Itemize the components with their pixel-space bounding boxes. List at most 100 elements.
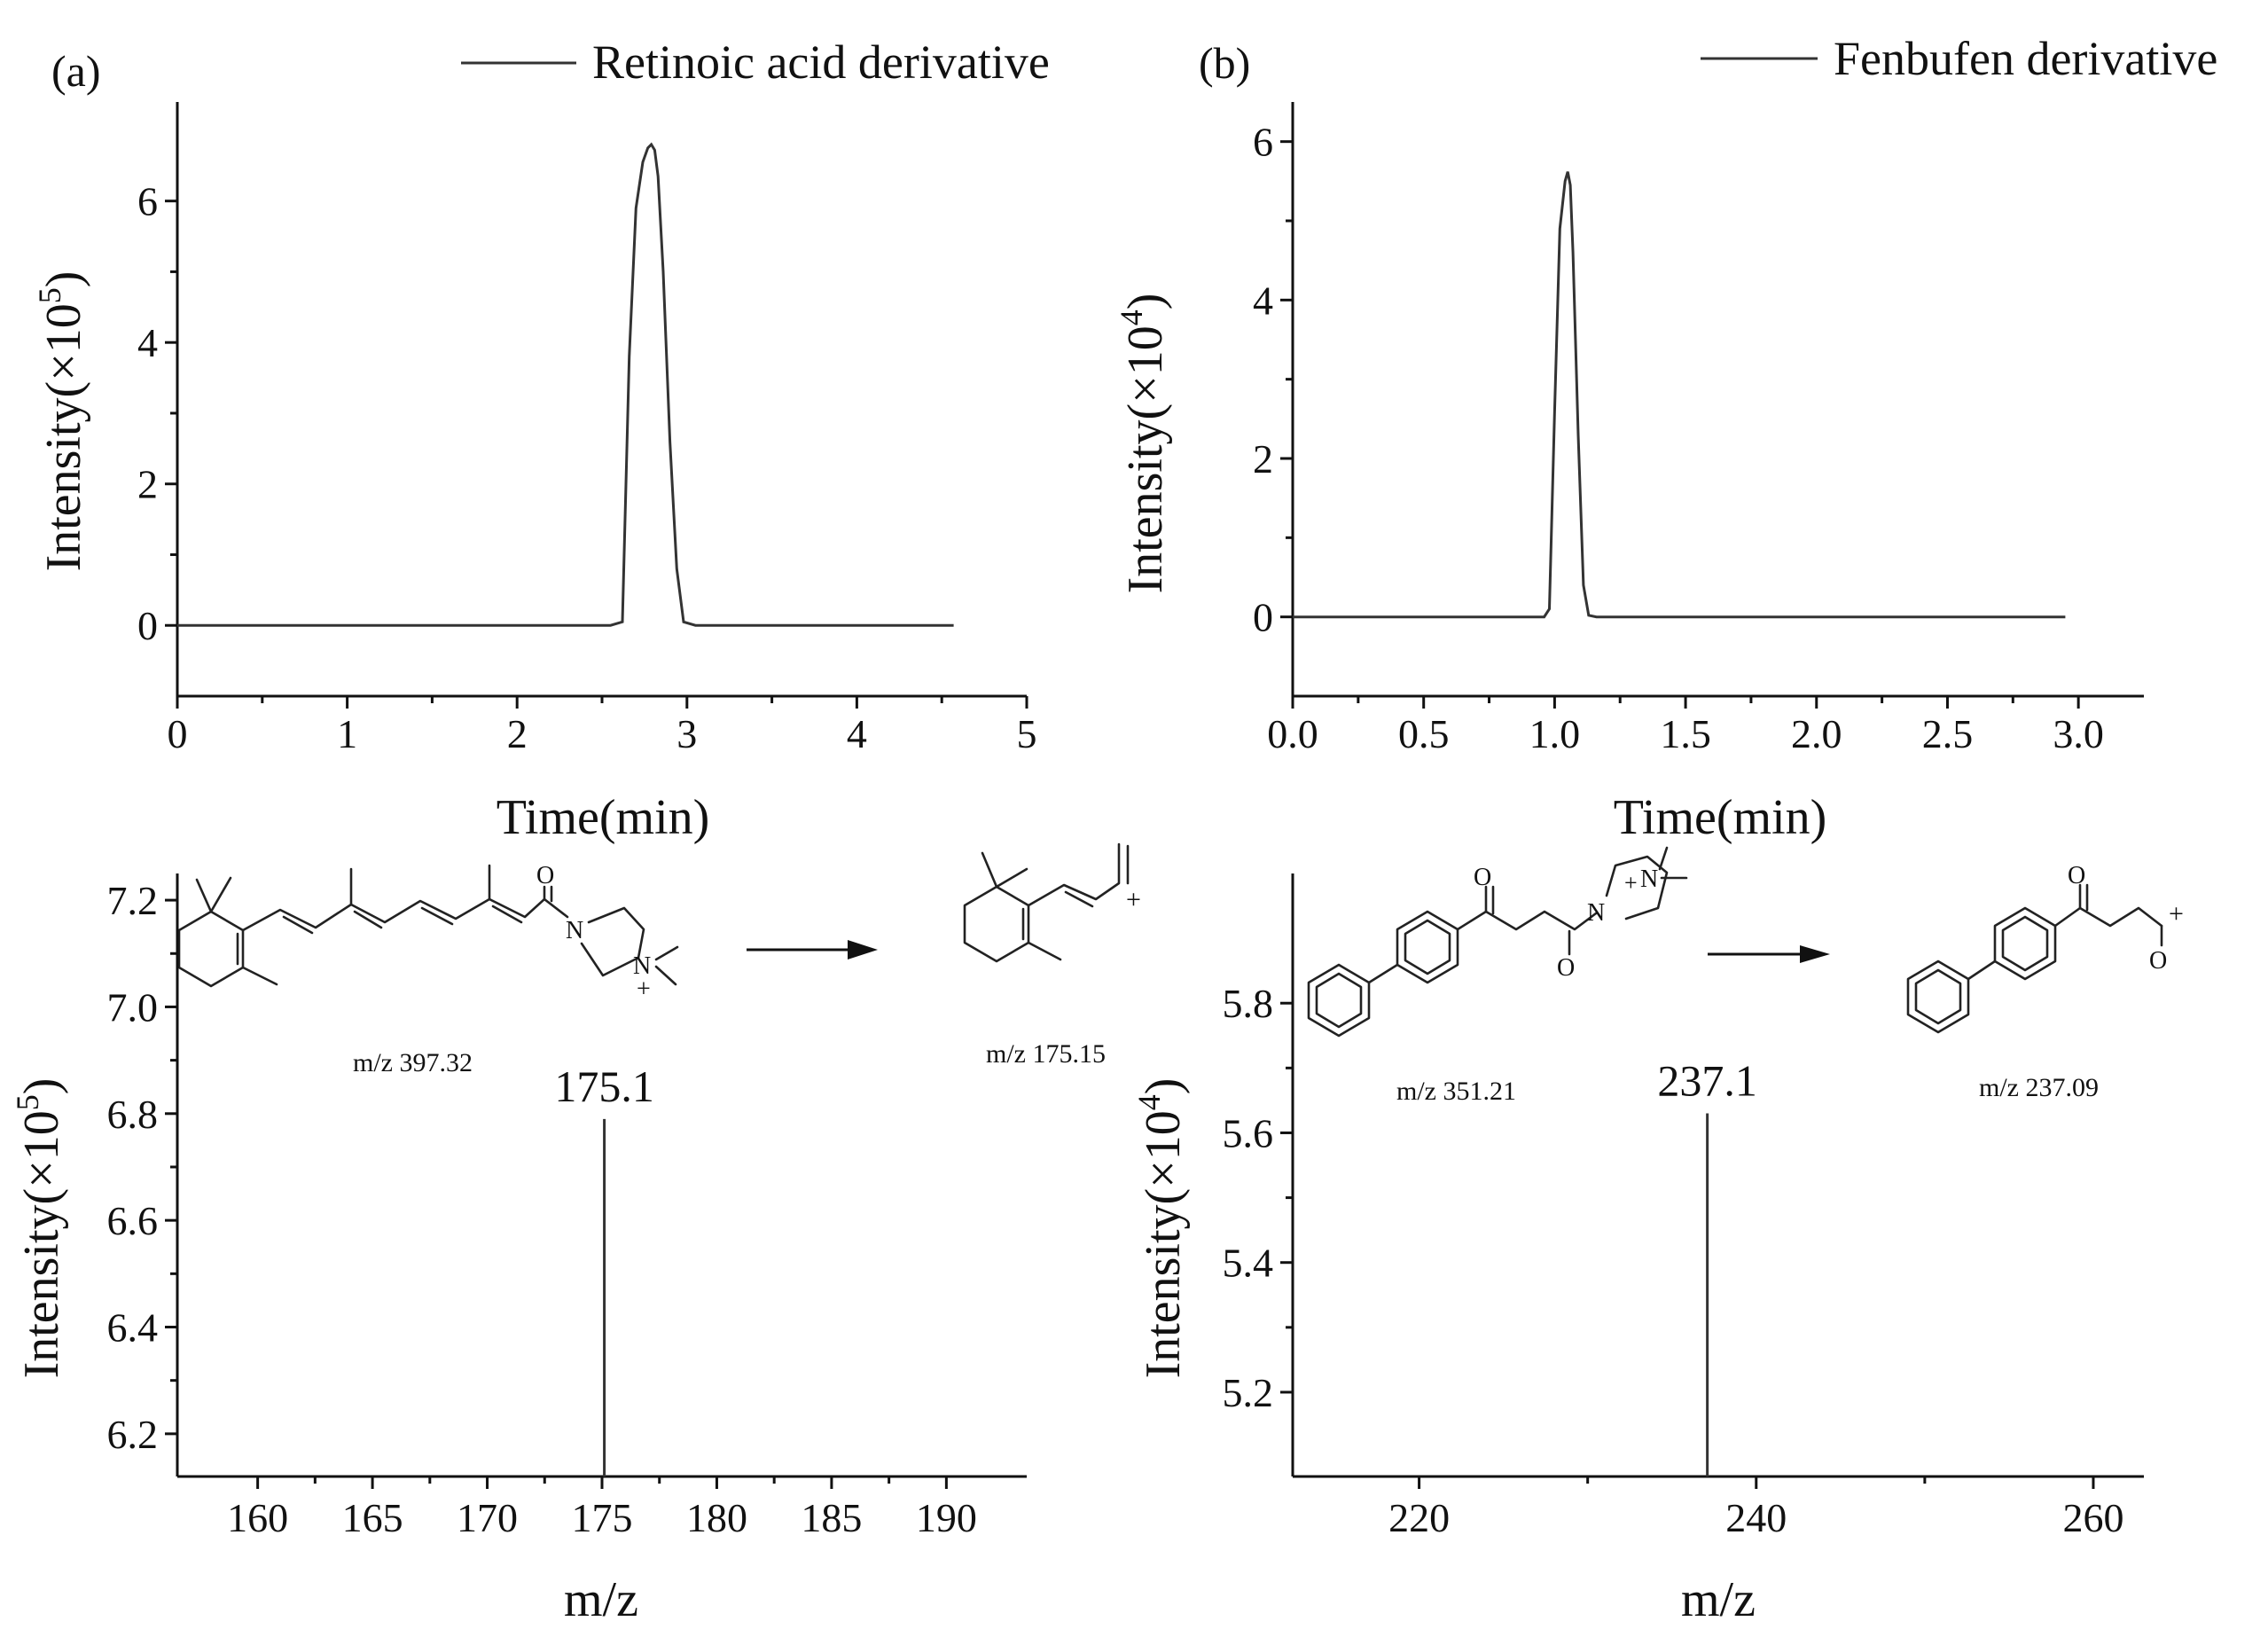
panel-a-chromatogram: (a) Retinoic acid derivative Time(min) I… <box>32 35 1050 845</box>
d-y-tick-label: 5.2 <box>1223 1370 1274 1415</box>
panel-c-x-axis-title: m/z <box>564 1572 638 1627</box>
c-x-tick-label: 160 <box>227 1495 288 1540</box>
a-series-line <box>177 142 954 627</box>
c-y-tick-label: 6.2 <box>107 1412 159 1457</box>
quaternary-nitrogen: N <box>633 952 651 980</box>
amide-bond <box>543 897 569 919</box>
c-y-tick-label: 6.6 <box>107 1198 159 1243</box>
fragment-ketone-oxygen: O <box>2068 862 2085 889</box>
b-x-tick-label: 1.0 <box>1529 711 1581 756</box>
n-methyl-2 <box>654 965 677 986</box>
d-y-tick-label: 5.4 <box>1223 1241 1274 1286</box>
panel-a-y-axis-title: Intensity(×105) <box>32 271 91 572</box>
panel-d-y-axis-title: Intensity(×104) <box>1131 1078 1191 1379</box>
fragment-gem-methyl-2 <box>995 867 1028 889</box>
panel-d-mass-spectrum: m/z Intensity(×104) m/z 351.21 m/z 237.0… <box>1131 846 2184 1627</box>
gem-methyl-1 <box>195 878 213 913</box>
panel-d-precursor-mz: m/z 351.21 <box>1396 1077 1516 1106</box>
fragment-ring-methyl <box>1027 941 1062 961</box>
panel-d-x-axis-title: m/z <box>1681 1572 1756 1627</box>
b-y-tick-label: 0 <box>1253 595 1273 640</box>
fragment-positive-charge: + <box>1126 885 1141 914</box>
fragment-gem-methyl-1 <box>981 851 998 889</box>
c-x-tick-label: 170 <box>457 1495 518 1540</box>
d-y-tick-label: 5.6 <box>1223 1110 1274 1155</box>
fragmentation-arrow-head <box>848 940 878 959</box>
chain-double-bond-4 <box>491 905 523 924</box>
n-methyl-1 <box>654 945 679 961</box>
c-x-tick-label: 175 <box>572 1495 633 1540</box>
retinoic-fragment-structure: + <box>963 842 1141 963</box>
fenbufen-derivative-structure: O O N + N <box>1307 846 1688 1038</box>
a-x-tick-label: 1 <box>337 711 357 756</box>
d-x-tick-label: 240 <box>1725 1495 1787 1540</box>
a-y-tick-label: 2 <box>137 462 158 507</box>
fragment-diene-chain <box>1027 842 1121 907</box>
butanoyl-chain <box>1456 910 1598 931</box>
b-y-tick-label: 6 <box>1253 120 1273 165</box>
cyclohexene-ring <box>177 910 245 988</box>
d-x-tick-label: 220 <box>1388 1495 1450 1540</box>
fragment-phenyl-ring-2-inner <box>2001 915 2049 972</box>
fenbufen-arrow-head <box>1800 945 1830 963</box>
fragment-acylium-charge: + <box>2169 899 2184 928</box>
c-x-tick-label: 185 <box>801 1495 862 1540</box>
a-y-tick-label: 0 <box>137 603 158 648</box>
c-peak-label: 175.1 <box>554 1061 654 1111</box>
chain-double-bond-2 <box>353 910 383 929</box>
b-x-tick-label: 2.0 <box>1791 711 1842 756</box>
chain-double-bond-3 <box>420 906 454 926</box>
amide-oxygen: O <box>1557 954 1575 982</box>
panel-b-y-axis-title: Intensity(×104) <box>1114 294 1173 594</box>
b-series-line <box>1293 171 2066 619</box>
phenyl-ring-1-inner <box>1315 972 1363 1029</box>
panel-c-mass-spectrum: m/z Intensity(×105) m/z 397.32 m/z 175.1… <box>10 842 1141 1627</box>
b-y-tick-label: 4 <box>1253 278 1273 323</box>
panel-a-label: (a) <box>51 46 101 96</box>
a-y-tick-label: 4 <box>137 320 158 365</box>
c-x-tick-label: 165 <box>342 1495 403 1540</box>
biphenyl-bond <box>1367 963 1399 984</box>
a-y-tick-label: 6 <box>137 179 158 224</box>
positive-charge: + <box>637 975 651 1003</box>
fragment-double-bond-1 <box>1064 890 1094 908</box>
c-y-tick-label: 7.0 <box>107 984 159 1030</box>
fenbufen-positive-charge: + <box>1624 870 1638 896</box>
panel-b-x-axis-title: Time(min) <box>1614 790 1827 845</box>
chain-double-bond-1 <box>282 915 314 935</box>
panel-c-y-axis-title: Intensity(×105) <box>10 1078 69 1379</box>
panel-b-legend-text: Fenbufen derivative <box>1834 32 2217 85</box>
panel-c-precursor-mz: m/z 397.32 <box>353 1048 473 1077</box>
a-x-tick-label: 2 <box>507 711 528 756</box>
fenbufen-amide-nitrogen: N <box>1587 899 1605 927</box>
a-x-tick-label: 5 <box>1017 711 1037 756</box>
fragment-cyclohexene-ring <box>963 885 1030 963</box>
d-peak-label: 237.1 <box>1657 1056 1757 1106</box>
phenyl-ring-2-inner <box>1404 919 1451 975</box>
fragment-acylium-oxygen: O <box>2149 947 2167 975</box>
fenbufen-quaternary-nitrogen: N <box>1640 865 1658 893</box>
b-x-tick-label: 0.0 <box>1267 711 1318 756</box>
c-x-tick-label: 180 <box>686 1495 747 1540</box>
panel-b-chromatogram: (b) Fenbufen derivative Time(min) Intens… <box>1114 32 2217 845</box>
amide-nitrogen: N <box>566 917 583 944</box>
d-y-tick-label: 5.8 <box>1223 981 1274 1026</box>
retinoic-acid-derivative-structure: O N N + <box>177 862 679 1003</box>
panel-d-product-mz: m/z 237.09 <box>1979 1073 2099 1102</box>
panel-a-legend-text: Retinoic acid derivative <box>592 35 1050 89</box>
polyene-chain <box>241 897 546 932</box>
b-x-tick-label: 2.5 <box>1922 711 1974 756</box>
panel-c-product-mz: m/z 175.15 <box>986 1039 1106 1069</box>
c-y-tick-label: 6.4 <box>107 1305 159 1351</box>
b-x-tick-label: 0.5 <box>1398 711 1450 756</box>
fragment-biphenyl-bond <box>1967 959 1997 981</box>
fenbufen-fragment-structure: O O + <box>1906 862 2184 1034</box>
fragment-phenyl-ring-1-inner <box>1914 968 1962 1025</box>
a-x-tick-label: 4 <box>847 711 867 756</box>
fenbufen-piperazine-ring <box>1605 855 1669 920</box>
c-y-tick-label: 7.2 <box>107 878 159 923</box>
a-x-tick-label: 0 <box>168 711 188 756</box>
b-x-tick-label: 1.5 <box>1660 711 1711 756</box>
c-y-tick-label: 6.8 <box>107 1092 159 1137</box>
